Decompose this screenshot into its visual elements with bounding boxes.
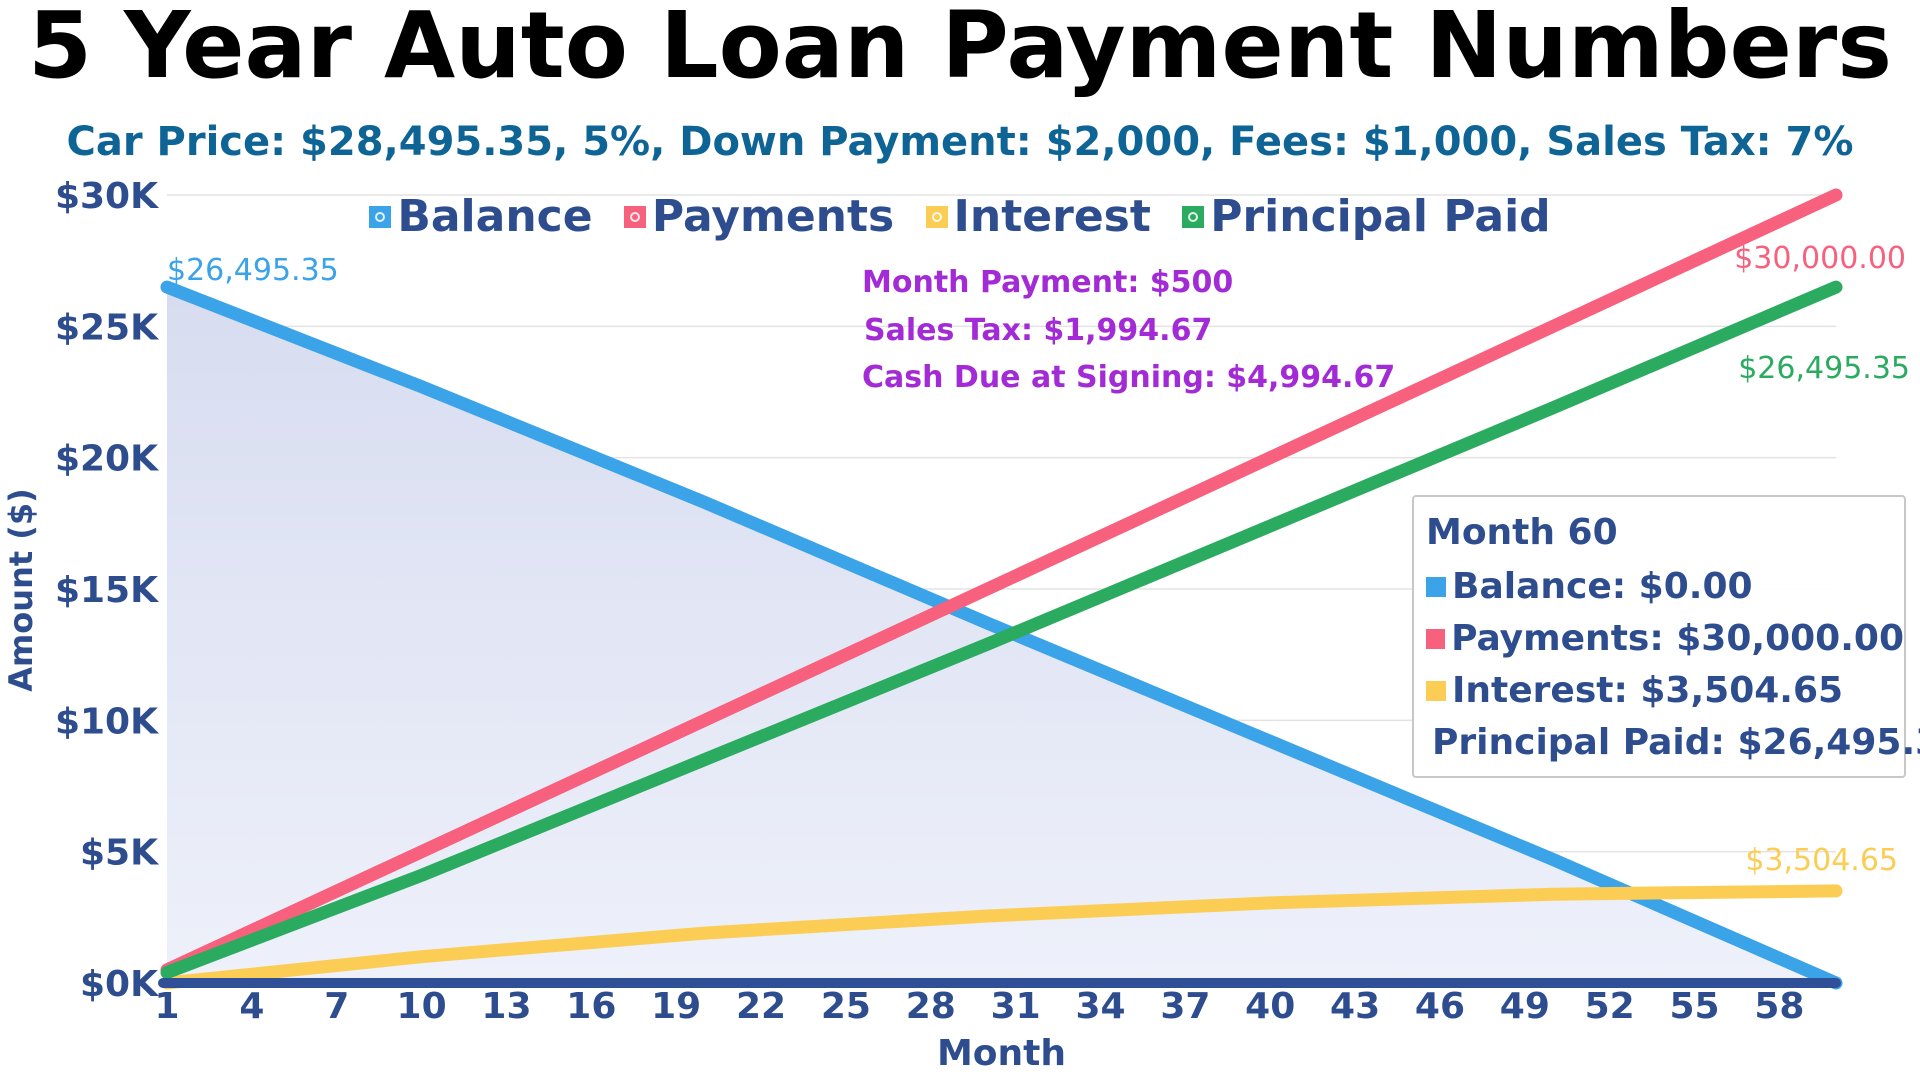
x-tick-label: 34 <box>1075 986 1125 1027</box>
tooltip-row-interest: Interest: $3,504.65 <box>1426 665 1904 717</box>
chart-subtitle: Car Price: $28,495.35, 5%, Down Payment:… <box>66 119 1854 165</box>
data-label-interest-end: $3,504.65 <box>1745 843 1898 878</box>
annotation-sales-tax: Sales Tax: $1,994.67 <box>864 313 1213 348</box>
x-tick-label: 43 <box>1330 986 1380 1027</box>
legend-label-interest: Interest <box>953 191 1151 242</box>
legend-swatch-interest <box>925 206 948 228</box>
y-tick-label: $0K <box>80 964 159 1005</box>
y-tick-label: $20K <box>55 439 159 480</box>
tooltip-title: Month 60 <box>1426 512 1618 553</box>
x-tick-label: 19 <box>651 986 701 1027</box>
y-axis-title: Amount ($) <box>2 488 40 692</box>
tooltip-swatch-balance <box>1426 577 1446 597</box>
x-tick-label: 4 <box>239 986 264 1027</box>
x-tick-label: 46 <box>1415 986 1465 1027</box>
x-axis-title: Month <box>937 1033 1066 1074</box>
data-label-principal-paid-end: $26,495.35 <box>1738 351 1910 386</box>
x-tick-label: 1 <box>154 986 179 1027</box>
x-tick-label: 40 <box>1245 986 1295 1027</box>
y-tick-label: $25K <box>55 307 159 348</box>
legend-label-principal-paid: Principal Paid <box>1210 191 1551 242</box>
tooltip-value-balance: Balance: $0.00 <box>1452 566 1753 607</box>
chart-title: 5 Year Auto Loan Payment Numbers <box>27 0 1893 99</box>
tooltip-value-payments: Payments: $30,000.00 <box>1451 618 1904 659</box>
data-label-balance-start: $26,495.35 <box>167 253 339 288</box>
x-tick-label: 7 <box>324 986 349 1027</box>
x-tick-label: 22 <box>736 986 786 1027</box>
x-tick-label: 13 <box>481 986 531 1027</box>
chart-legend: Balance Payments Interest Principal Paid <box>0 188 1920 243</box>
tooltip-row-balance: Balance: $0.00 <box>1426 561 1904 613</box>
y-tick-label: $30K <box>55 176 159 217</box>
legend-item-payments[interactable]: Payments <box>623 191 895 243</box>
x-tick-label: 10 <box>397 986 447 1027</box>
legend-item-balance[interactable]: Balance <box>369 191 593 243</box>
legend-label-payments: Payments <box>651 191 895 242</box>
series-line-principal-paid <box>160 280 1843 979</box>
x-tick-label: 49 <box>1500 986 1550 1027</box>
x-tick-label: 55 <box>1670 986 1720 1027</box>
x-tick-label: 25 <box>821 986 871 1027</box>
series-line-interest <box>160 884 1843 990</box>
legend-item-interest[interactable]: Interest <box>925 191 1151 243</box>
legend-swatch-balance <box>369 206 392 228</box>
tooltip-value-interest: Interest: $3,504.65 <box>1452 670 1844 711</box>
series-line-payments <box>160 188 1843 977</box>
x-tick-label: 52 <box>1585 986 1635 1027</box>
legend-swatch-payments <box>623 206 646 228</box>
x-tick-label: 58 <box>1754 986 1804 1027</box>
x-tick-label: 28 <box>906 986 956 1027</box>
annotation-month-payment: Month Payment: $500 <box>862 265 1234 300</box>
y-tick-label: $10K <box>55 701 159 742</box>
x-tick-label: 37 <box>1160 986 1210 1027</box>
legend-swatch-principal-paid <box>1182 206 1205 228</box>
tooltip-value-principal-paid: Principal Paid: $26,495.35 <box>1432 722 1920 763</box>
y-tick-label: $5K <box>80 833 159 874</box>
annotation-cash-due: Cash Due at Signing: $4,994.67 <box>862 360 1396 395</box>
series-line-balance <box>160 280 1843 990</box>
data-label-payments-end: $30,000.00 <box>1734 241 1906 276</box>
hover-tooltip: Month 60 Balance: $0.00 Payments: $30,00… <box>1412 495 1920 778</box>
x-tick-label: 16 <box>566 986 616 1027</box>
x-tick-label: 31 <box>991 986 1041 1027</box>
legend-label-balance: Balance <box>397 191 593 242</box>
tooltip-swatch-interest <box>1426 681 1446 701</box>
legend-item-principal-paid[interactable]: Principal Paid <box>1182 191 1551 243</box>
tooltip-row-principal-paid: Principal Paid: $26,495.35 <box>1426 717 1920 769</box>
y-tick-label: $15K <box>55 570 159 611</box>
tooltip-swatch-payments <box>1426 629 1446 649</box>
tooltip-row-payments: Payments: $30,000.00 <box>1426 613 1904 665</box>
